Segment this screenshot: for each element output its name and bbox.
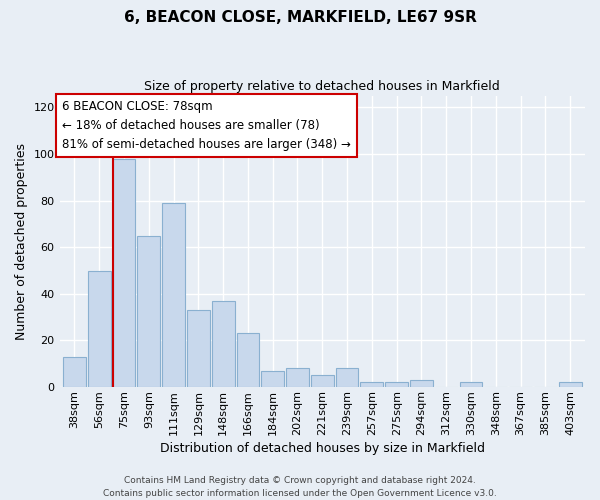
Bar [88,270,110,387]
Bar [311,376,334,387]
Bar [162,203,185,387]
Bar [410,380,433,387]
Bar [187,310,210,387]
Title: Size of property relative to detached houses in Markfield: Size of property relative to detached ho… [145,80,500,93]
Bar [335,368,358,387]
Text: 6, BEACON CLOSE, MARKFIELD, LE67 9SR: 6, BEACON CLOSE, MARKFIELD, LE67 9SR [124,10,476,25]
Bar [361,382,383,387]
Y-axis label: Number of detached properties: Number of detached properties [15,143,28,340]
Bar [113,158,136,387]
Bar [559,382,581,387]
X-axis label: Distribution of detached houses by size in Markfield: Distribution of detached houses by size … [160,442,485,455]
Bar [212,301,235,387]
Bar [63,357,86,387]
Bar [385,382,408,387]
Text: Contains HM Land Registry data © Crown copyright and database right 2024.
Contai: Contains HM Land Registry data © Crown c… [103,476,497,498]
Bar [261,371,284,387]
Bar [286,368,309,387]
Bar [137,236,160,387]
Text: 6 BEACON CLOSE: 78sqm
← 18% of detached houses are smaller (78)
81% of semi-deta: 6 BEACON CLOSE: 78sqm ← 18% of detached … [62,100,351,151]
Bar [236,334,259,387]
Bar [460,382,482,387]
